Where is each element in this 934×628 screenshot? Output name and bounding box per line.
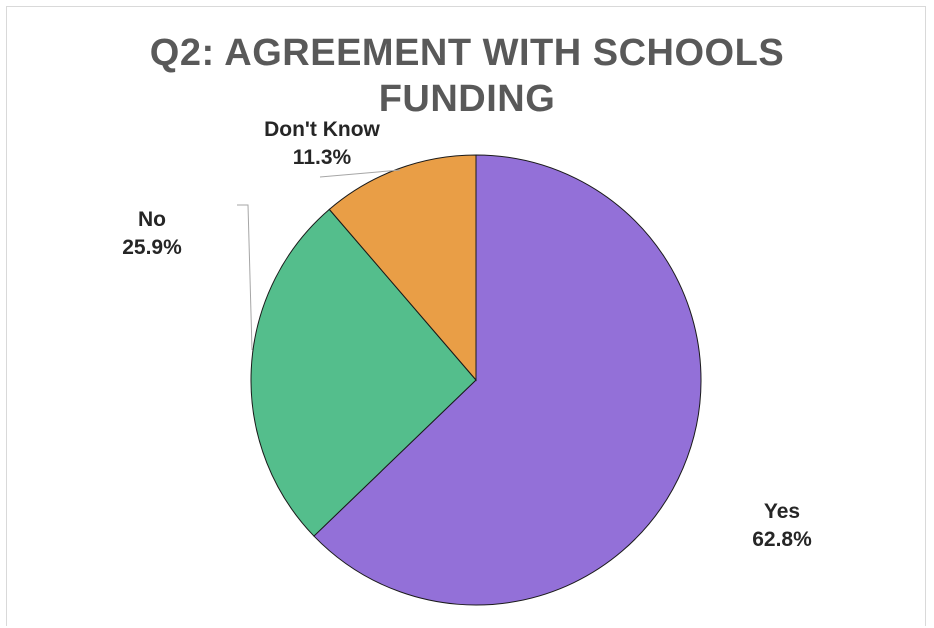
leader-line — [319, 169, 401, 178]
leader-lines — [237, 169, 401, 351]
chart-title-line-2: FUNDING — [378, 78, 556, 120]
slice-labels: Yes 62.8% No 25.9% Don't Know 11.3% — [122, 118, 812, 551]
chart-title: Q2: AGREEMENT WITH SCHOOLS FUNDING — [0, 30, 934, 122]
slice-label-yes: Yes — [764, 500, 800, 523]
pie-slice-don-t-know — [328, 154, 477, 382]
pie-slice-yes — [313, 154, 702, 606]
slice-value-don-t-know: 11.3% — [293, 146, 352, 169]
slice-label-don-t-know: Don't Know — [264, 118, 380, 141]
slice-value-yes: 62.8% — [752, 528, 812, 551]
slice-label-no: No — [138, 208, 166, 231]
slice-value-no: 25.9% — [122, 236, 182, 259]
leader-line — [237, 204, 253, 351]
chart-title-line-1: Q2: AGREEMENT WITH SCHOOLS — [149, 32, 785, 74]
pie-slice-no — [250, 208, 477, 537]
pie-slices — [250, 154, 702, 606]
